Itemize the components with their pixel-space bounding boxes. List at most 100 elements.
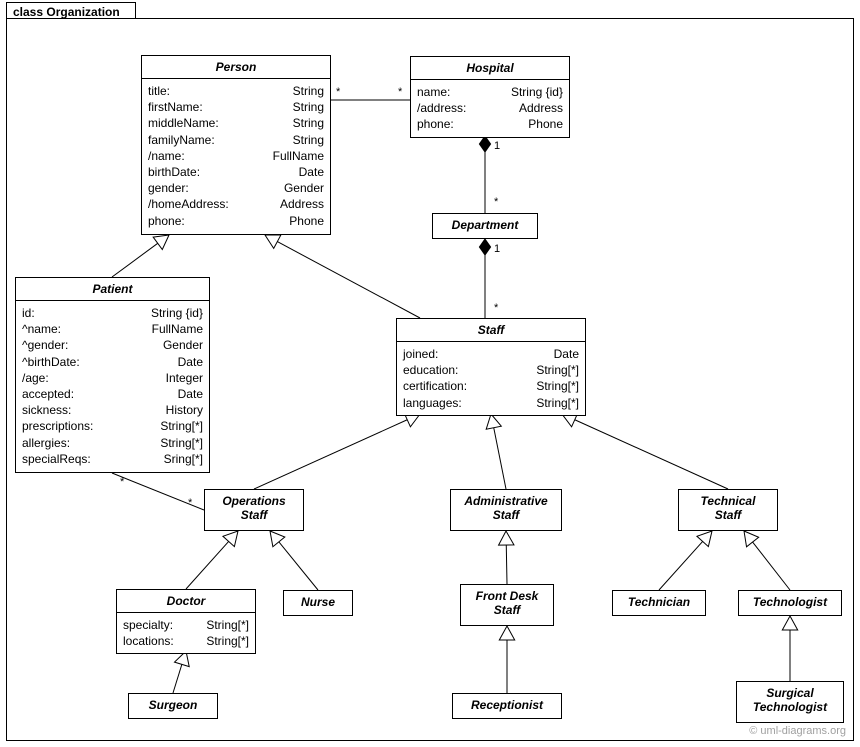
attr-name: locations:: [123, 633, 174, 649]
attr-row: sickness:History: [22, 402, 203, 418]
class-body: title:StringfirstName: String middleName: S…: [142, 79, 330, 233]
attr-row: joined: Date: [403, 346, 579, 362]
attr-type: String {id}: [151, 305, 203, 321]
class-Nurse: Nurse: [283, 590, 353, 616]
attr-row: specialReqs:Sring[*]: [22, 451, 203, 467]
attr-type: Gender: [284, 180, 324, 196]
attr-type: Date: [178, 354, 203, 370]
class-title: Person: [142, 56, 330, 79]
attr-type: String[*]: [206, 633, 249, 649]
attr-name: id:: [22, 305, 35, 321]
attr-type: Date: [299, 164, 324, 180]
multiplicity-label: 1: [494, 243, 500, 255]
attr-row: /address:Address: [417, 100, 563, 116]
attr-type: Integer: [166, 370, 203, 386]
attr-row: familyName: String: [148, 132, 324, 148]
attr-row: /name: FullName: [148, 148, 324, 164]
class-Receptionist: Receptionist: [452, 693, 562, 719]
attr-name: specialReqs:: [22, 451, 91, 467]
attr-type: Phone: [289, 213, 324, 229]
attr-name: ^birthDate:: [22, 354, 80, 370]
multiplicity-label: *: [398, 86, 402, 98]
attr-type: String[*]: [536, 362, 579, 378]
attr-row: firstName: String: [148, 99, 324, 115]
attr-name: ^name:: [22, 321, 61, 337]
attr-type: Gender: [163, 337, 203, 353]
attr-type: Phone: [528, 116, 563, 132]
class-Department: Department: [432, 213, 538, 239]
class-title: Doctor: [117, 590, 255, 613]
attr-row: birthDate: Date: [148, 164, 324, 180]
attr-type: History: [166, 402, 203, 418]
class-FrontDeskStaff: Front DeskStaff: [460, 584, 554, 626]
attr-row: title:String: [148, 83, 324, 99]
attr-type: String: [293, 115, 324, 131]
attr-name: languages:: [403, 395, 462, 411]
class-title: Surgeon: [129, 694, 217, 716]
attr-row: ^birthDate: Date: [22, 354, 203, 370]
multiplicity-label: *: [494, 302, 498, 314]
attr-name: joined:: [403, 346, 438, 362]
attr-row: prescriptions:String[*]: [22, 418, 203, 434]
class-title: Technician: [613, 591, 705, 613]
class-SurgicalTechnologist: SurgicalTechnologist: [736, 681, 844, 723]
class-title: TechnicalStaff: [679, 490, 777, 526]
attr-type: String: [293, 83, 324, 99]
attr-row: phone: Phone: [417, 116, 563, 132]
attr-type: String: [293, 132, 324, 148]
attr-type: Address: [519, 100, 563, 116]
class-Doctor: Doctorspecialty:String[*]locations:Strin…: [116, 589, 256, 654]
attr-type: FullName: [273, 148, 324, 164]
attr-row: ^gender: Gender: [22, 337, 203, 353]
attr-name: certification:: [403, 378, 467, 394]
class-body: id: String {id}^name:FullName^gender: Gend…: [16, 301, 209, 471]
attr-row: certification: String[*]: [403, 378, 579, 394]
attr-type: String[*]: [536, 378, 579, 394]
multiplicity-label: *: [494, 196, 498, 208]
multiplicity-label: *: [336, 86, 340, 98]
attr-row: gender:Gender: [148, 180, 324, 196]
class-title: Staff: [397, 319, 585, 342]
multiplicity-label: *: [120, 476, 124, 488]
attr-name: middleName:: [148, 115, 219, 131]
attr-name: education:: [403, 362, 458, 378]
multiplicity-label: *: [188, 497, 192, 509]
multiplicity-label: 1: [494, 140, 500, 152]
attr-type: String: [293, 99, 324, 115]
class-Technician: Technician: [612, 590, 706, 616]
uml-class-diagram: class Organization Persontitle:Stringfir…: [0, 0, 860, 747]
class-body: name: String {id}/address:Addressphone: Ph…: [411, 80, 569, 137]
attr-type: String {id}: [511, 84, 563, 100]
class-title: Department: [433, 214, 537, 236]
attr-name: name:: [417, 84, 450, 100]
attr-row: id: String {id}: [22, 305, 203, 321]
attr-name: allergies:: [22, 435, 70, 451]
class-title: Receptionist: [453, 694, 561, 716]
attr-row: education: String[*]: [403, 362, 579, 378]
class-title: SurgicalTechnologist: [737, 682, 843, 718]
attr-name: phone:: [417, 116, 454, 132]
attr-type: String[*]: [206, 617, 249, 633]
class-Technologist: Technologist: [738, 590, 842, 616]
attr-type: Date: [554, 346, 579, 362]
attr-name: firstName:: [148, 99, 203, 115]
class-Staff: Staffjoined:Dateeducation:String[*]certi…: [396, 318, 586, 416]
attr-name: birthDate:: [148, 164, 200, 180]
class-title: Nurse: [284, 591, 352, 613]
watermark: © uml-diagrams.org: [749, 725, 846, 737]
attr-row: middleName: String: [148, 115, 324, 131]
attr-row: locations: String[*]: [123, 633, 249, 649]
attr-row: accepted:Date: [22, 386, 203, 402]
attr-name: /homeAddress:: [148, 196, 229, 212]
class-title: Hospital: [411, 57, 569, 80]
attr-name: familyName:: [148, 132, 215, 148]
attr-name: /name:: [148, 148, 185, 164]
class-Hospital: Hospital name: String {id}/address:Address…: [410, 56, 570, 138]
attr-row: ^name:FullName: [22, 321, 203, 337]
attr-type: String[*]: [160, 435, 203, 451]
attr-name: /age:: [22, 370, 49, 386]
class-title: Technologist: [739, 591, 841, 613]
class-AdministrativeStaff: AdministrativeStaff: [450, 489, 562, 531]
attr-name: ^gender:: [22, 337, 68, 353]
attr-row: phone:Phone: [148, 213, 324, 229]
